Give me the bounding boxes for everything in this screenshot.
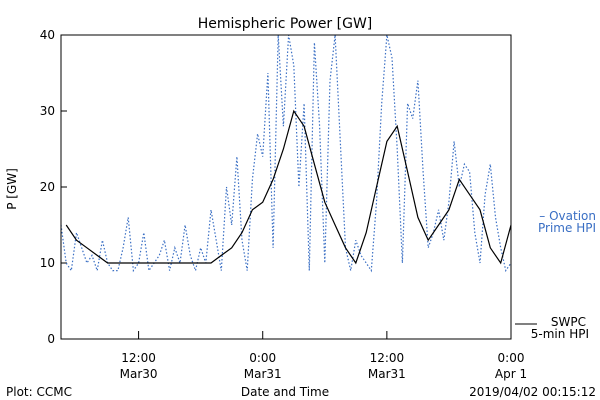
y-tick-label-2: 20	[40, 180, 55, 194]
plot-frame	[60, 34, 512, 340]
x-tick-date-3: Apr 1	[495, 367, 527, 381]
x-tick-date-2: Mar31	[368, 367, 406, 381]
legend: – Ovation Prime HPI SWPC 5-min HPI	[515, 209, 596, 341]
x-tick-time-2: 12:00	[370, 351, 405, 365]
legend-ovation-line1: – Ovation	[539, 209, 596, 223]
x-tick-time-1: 0:00	[249, 351, 276, 365]
y-tick-label-1: 10	[40, 256, 55, 270]
legend-ovation-line2: Prime HPI	[538, 221, 596, 235]
chart-title: Hemispheric Power [GW]	[198, 16, 373, 32]
series-ovation-line	[60, 34, 512, 273]
axis-ticks: 0 10 20 30 40 12:00 Mar30 0:00 Mar31 12:00 Mar31 0:…	[40, 28, 527, 381]
y-tick-label-4: 40	[40, 28, 55, 42]
x-tick-date-0: Mar30	[120, 367, 158, 381]
x-tick-time-3: 0:00	[498, 351, 525, 365]
legend-swpc-line1: SWPC	[551, 315, 586, 329]
series-swpc-line	[65, 109, 512, 265]
y-tick-label-0: 0	[47, 332, 55, 346]
legend-swpc-line2: 5-min HPI	[531, 327, 589, 341]
x-axis-label: Date and Time	[241, 385, 329, 399]
plot-credit: Plot: CCMC	[6, 385, 72, 399]
x-tick-time-0: 12:00	[121, 351, 156, 365]
series-layer	[60, 34, 512, 273]
generated-timestamp: 2019/04/02 00:15:12	[469, 385, 596, 399]
y-tick-label-3: 30	[40, 104, 55, 118]
y-axis-label: P [GW]	[5, 168, 19, 210]
x-tick-date-1: Mar31	[244, 367, 282, 381]
